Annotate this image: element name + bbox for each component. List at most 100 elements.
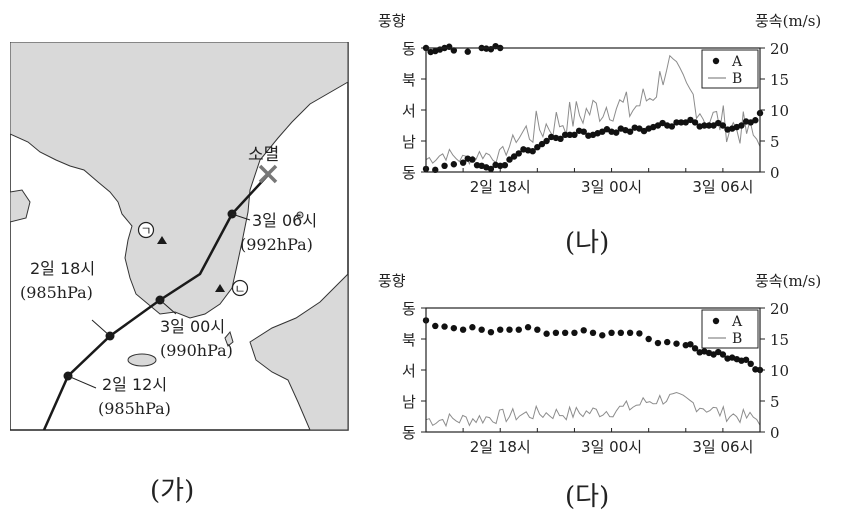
legend-box — [701, 49, 759, 89]
series-a-point — [543, 330, 550, 337]
right-tick-label: 10 — [770, 362, 789, 380]
legend-marker-a — [712, 317, 720, 325]
series-b-line — [425, 54, 761, 166]
series-a-point — [715, 348, 722, 356]
x-tick-label: 3일 00시 — [581, 178, 642, 196]
left-tick-label: 북 — [402, 331, 416, 349]
right-tick-label: 0 — [770, 424, 780, 442]
series-a-point — [492, 161, 499, 169]
series-a-point — [571, 131, 578, 138]
station-label-circle — [137, 221, 155, 239]
left-tick-label: 서 — [402, 102, 416, 120]
x-ticks: 2일 18시 3일 00시 3일 06시 — [425, 428, 761, 456]
series-a-point — [664, 338, 671, 346]
label-time-2d18h: 2일 18시 — [30, 259, 95, 278]
legend-label-b: B — [732, 71, 742, 87]
series-a-point — [617, 329, 625, 336]
series-a-point — [459, 326, 467, 333]
korean-peninsula-land — [10, 42, 349, 319]
series-a-point — [473, 161, 481, 169]
left-tick-label: 북 — [402, 71, 416, 89]
series-a-point — [534, 144, 541, 151]
legend-label-a: A — [731, 314, 743, 330]
right-tick-label: 20 — [770, 300, 789, 318]
series-a-point — [594, 130, 601, 137]
series-a-point — [557, 135, 564, 143]
series-a-point — [608, 329, 615, 336]
series-a-point — [654, 339, 662, 347]
label-time-3d06h: 3일 06시 — [252, 211, 317, 230]
series-a-point — [705, 122, 713, 129]
series-a-point — [534, 326, 541, 333]
right-tick-label: 15 — [770, 331, 789, 349]
series-a-point — [506, 326, 513, 333]
left-tick-label: 동 — [402, 164, 416, 182]
series-a-point — [659, 119, 666, 127]
series-a-point — [696, 123, 703, 130]
legend-label-a: A — [731, 54, 743, 70]
series-a-point — [673, 119, 680, 126]
series-a-point — [636, 330, 643, 337]
x-tick-label: 3일 06시 — [692, 178, 753, 196]
series-a-point — [585, 132, 592, 139]
station-marker-a — [157, 236, 167, 244]
series-b-line — [425, 391, 761, 428]
series-a-point — [450, 161, 458, 168]
series-a-point — [747, 360, 754, 367]
series-a-point — [427, 48, 434, 56]
series-a-point — [687, 341, 694, 348]
x-tick-label: 2일 18시 — [470, 178, 531, 196]
left-axis-label: 풍향 — [378, 12, 406, 30]
series-a-point — [524, 324, 532, 331]
series-a-point — [478, 326, 485, 333]
series-a-point — [436, 46, 444, 53]
series-a-point — [520, 146, 527, 153]
x-tick-label: 3일 06시 — [692, 438, 753, 456]
series-a-point — [612, 129, 620, 136]
japan-land — [249, 272, 349, 431]
leader-line — [67, 375, 97, 389]
leader-line — [91, 319, 111, 337]
right-axis-label: 풍속(m/s) — [755, 272, 821, 290]
station-label-b: ㄴ — [234, 282, 245, 296]
caption-ga: (가) — [150, 476, 195, 506]
left-tick-label: 남 — [402, 393, 416, 411]
leader-line — [159, 299, 177, 315]
x-tick-label: 3일 00시 — [581, 438, 642, 456]
series-a-point — [506, 156, 513, 163]
series-a-point — [645, 335, 652, 343]
station-label-a: ㄱ — [140, 224, 151, 238]
series-a-point — [552, 329, 560, 336]
series-a-point — [599, 332, 606, 339]
series-a-point — [450, 47, 458, 54]
legend: AB — [701, 49, 759, 89]
left-tick-label: 남 — [402, 133, 416, 151]
series-b-layer — [425, 54, 761, 166]
left-tick-label: 서 — [402, 362, 416, 380]
caption-da: (다) — [565, 482, 610, 512]
x-ticks: 2일 18시 3일 00시 3일 06시 — [425, 168, 761, 196]
caption-na: (나) — [565, 228, 610, 258]
right-tick-label: 5 — [770, 393, 780, 411]
series-a-point — [483, 45, 490, 52]
leader-line — [231, 213, 251, 221]
series-a-point — [538, 140, 546, 148]
series-a-point — [622, 126, 629, 134]
series-a-point — [515, 150, 522, 157]
series-a-point — [529, 148, 536, 155]
right-tick-label: 10 — [770, 102, 789, 120]
series-a-point — [497, 326, 504, 333]
legend-marker-a — [712, 57, 720, 65]
ulleungdo-island — [296, 211, 304, 219]
label-time-3d00h: 3일 00시 — [160, 317, 225, 336]
series-a-point — [515, 326, 522, 333]
right-tick-label: 0 — [770, 164, 780, 182]
liaodong-land — [10, 189, 31, 223]
series-a-point — [715, 119, 722, 127]
series-a-point — [441, 323, 448, 330]
series-a-point — [501, 161, 509, 169]
left-tick-label: 동 — [402, 300, 416, 318]
series-a-point — [441, 162, 448, 169]
